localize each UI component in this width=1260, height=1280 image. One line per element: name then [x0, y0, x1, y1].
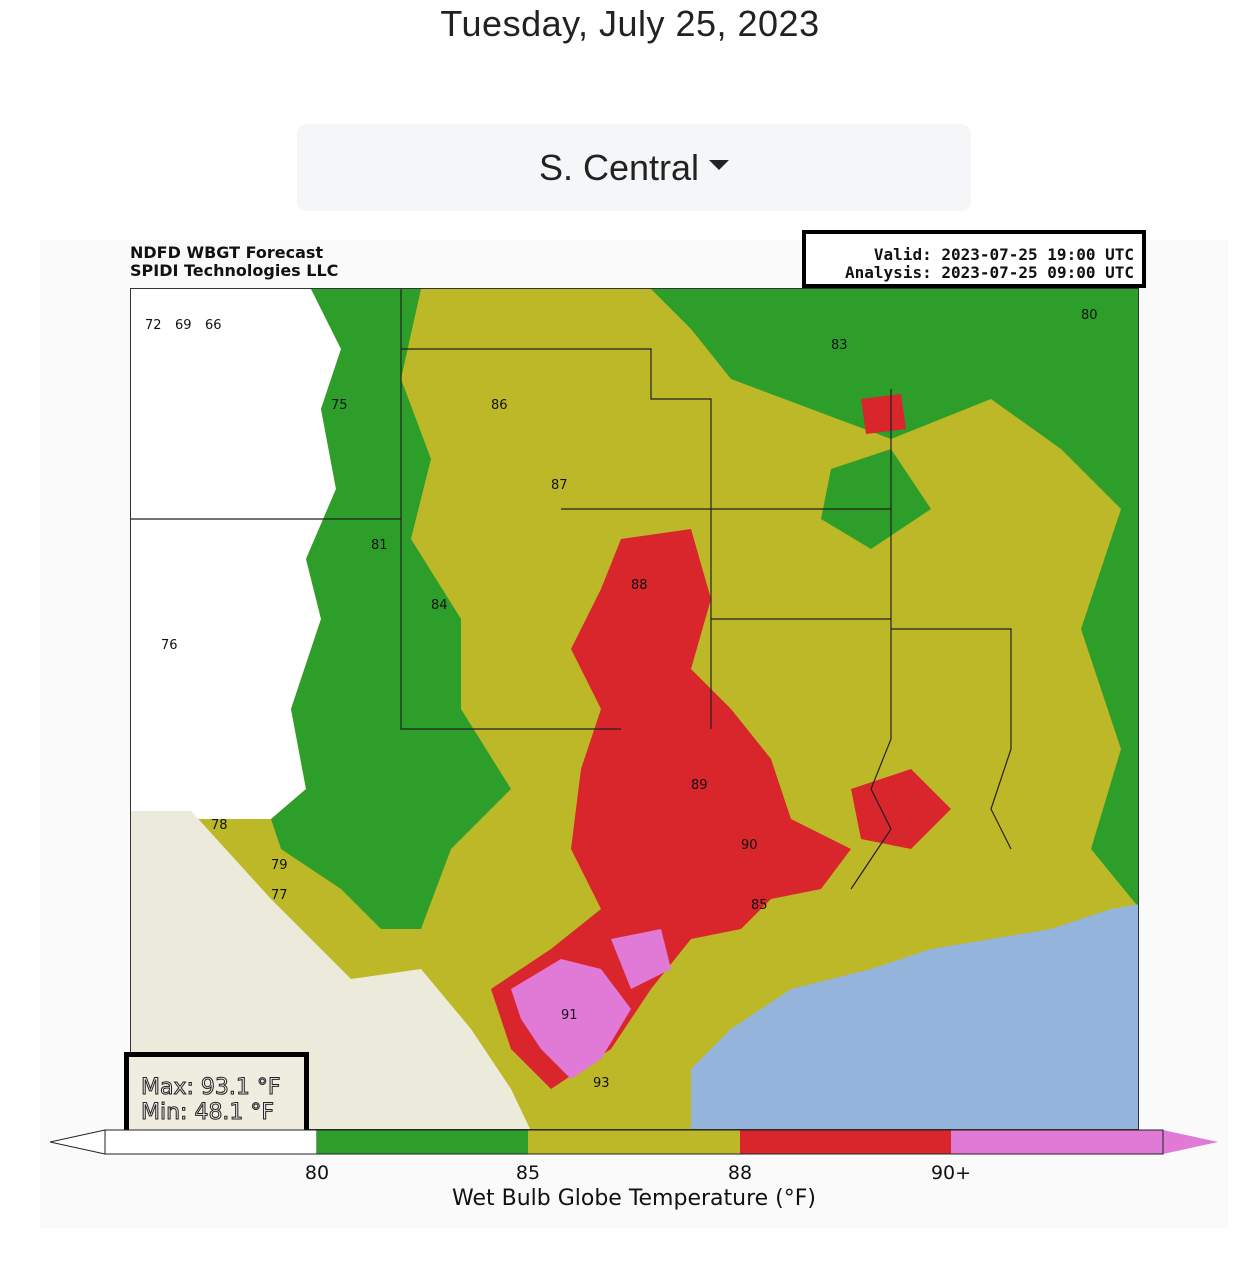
min-value: Min: 48.1 °F — [141, 1100, 275, 1126]
stats-box: Max: 93.1 °F Min: 48.1 °F — [124, 1052, 309, 1135]
map-band-88-90-north-patch — [861, 394, 906, 434]
valid-time-box: Valid: 2023-07-25 19:00 UTC Analysis: 20… — [802, 230, 1146, 288]
point-value: 93 — [593, 1076, 610, 1091]
point-value: 80 — [1081, 308, 1098, 323]
colorbar-tick-85: 85 — [515, 1162, 541, 1184]
colorbar-white — [104, 1129, 318, 1155]
product-title-line2: SPIDI Technologies LLC — [130, 261, 339, 280]
map-band-88-90-east-patch — [851, 769, 951, 849]
map-band-80-85-patch — [821, 449, 931, 549]
point-value: 66 — [205, 318, 222, 333]
point-value: 85 — [751, 898, 768, 913]
point-value: 90 — [741, 838, 758, 853]
point-value: 89 — [691, 778, 708, 793]
colorbar-tick-80: 80 — [304, 1162, 330, 1184]
map-band-80-85-west — [271, 289, 511, 929]
product-title-line1: NDFD WBGT Forecast — [130, 243, 324, 262]
colorbar-below-80 — [49, 1129, 106, 1155]
map-band-90-plus-patch — [611, 929, 671, 989]
page-date-title: Tuesday, July 25, 2023 — [440, 3, 820, 44]
point-value: 69 — [175, 318, 192, 333]
point-value: 75 — [331, 398, 348, 413]
point-value: 87 — [551, 478, 568, 493]
colorbar-80-85 — [317, 1130, 528, 1154]
point-value: 72 — [145, 318, 162, 333]
point-value: 91 — [561, 1008, 578, 1023]
map-water-gulf — [691, 904, 1138, 1129]
point-value: 83 — [831, 338, 848, 353]
caret-down-icon — [709, 159, 730, 170]
max-value: Max: 93.1 °F — [141, 1075, 282, 1101]
valid-time: Valid: 2023-07-25 19:00 UTC — [873, 245, 1134, 264]
colorbar — [49, 1128, 1220, 1160]
state-boundaries — [131, 289, 1012, 890]
point-value: 84 — [431, 598, 448, 613]
region-dropdown-label: S. Central — [538, 146, 700, 188]
map-point-labels: 72 69 66 75 81 84 86 87 88 89 90 91 85 8… — [145, 308, 1098, 1091]
wbgt-map: 72 69 66 75 81 84 86 87 88 89 90 91 85 8… — [130, 288, 1139, 1130]
region-dropdown[interactable]: S. Central — [297, 124, 971, 211]
colorbar-85-88 — [528, 1130, 740, 1154]
map-band-90-plus-south — [511, 959, 631, 1079]
colorbar-88-90 — [740, 1130, 951, 1154]
colorbar-tick-90-plus: 90+ — [930, 1162, 972, 1184]
colorbar-tick-88: 88 — [727, 1162, 753, 1184]
point-value: 78 — [211, 818, 228, 833]
map-band-below-80 — [131, 289, 341, 819]
point-value: 88 — [631, 578, 648, 593]
map-band-88-90-texas — [491, 529, 851, 1089]
point-value: 86 — [491, 398, 508, 413]
colorbar-90-plus-arrow — [1163, 1130, 1218, 1154]
point-value: 81 — [371, 538, 388, 553]
colorbar-label: Wet Bulb Globe Temperature (°F) — [451, 1186, 816, 1211]
point-value: 79 — [271, 858, 288, 873]
point-value: 77 — [271, 888, 288, 903]
analysis-time: Analysis: 2023-07-25 09:00 UTC — [845, 263, 1134, 282]
point-value: 76 — [161, 638, 178, 653]
wbgt-map-svg: 72 69 66 75 81 84 86 87 88 89 90 91 85 8… — [131, 289, 1138, 1129]
map-land-outside — [131, 811, 531, 1129]
product-title: NDFD WBGT Forecast SPIDI Technologies LL… — [130, 244, 338, 280]
colorbar-90-plus — [951, 1130, 1163, 1154]
